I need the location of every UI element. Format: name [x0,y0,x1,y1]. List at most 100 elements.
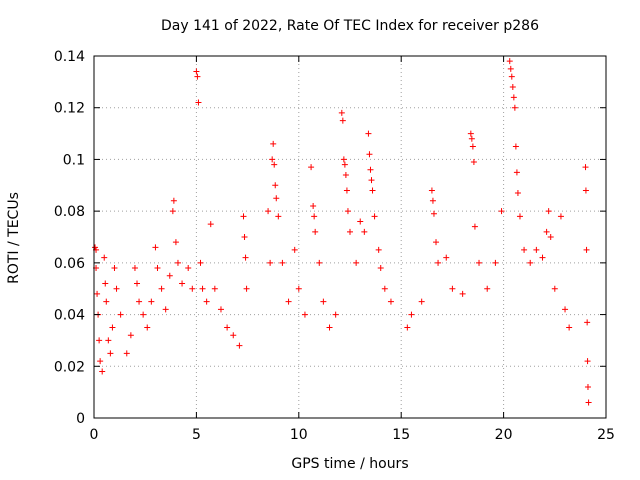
data-point [107,350,114,357]
data-point [366,151,373,158]
data-point [236,342,243,349]
data-point [170,197,177,204]
data-point [185,265,192,272]
y-tick-label: 0.04 [54,308,85,324]
data-point [271,161,278,168]
x-tick-label: 15 [392,427,410,443]
data-point [148,298,155,305]
data-point [583,246,590,253]
data-point [158,285,165,292]
data-point [101,254,108,261]
data-point [339,117,346,124]
y-tick-label: 0.1 [63,152,85,168]
data-point [105,337,112,344]
data-point [507,65,514,72]
data-point [547,234,554,240]
data-point [471,223,478,230]
data-point [551,285,558,292]
x-tick-label: 5 [192,427,201,443]
data-point [377,265,384,272]
data-point [543,228,550,235]
data-point [179,280,186,287]
data-point [365,130,372,137]
y-tick-label: 0.08 [54,204,85,220]
data-point [195,99,202,106]
y-tick-label: 0.06 [54,256,85,272]
grid-lines [94,56,606,418]
data-point [169,208,176,215]
data-point [193,68,200,75]
data-point [113,285,120,292]
data-point [291,246,298,253]
data-point [197,259,204,266]
data-point [123,350,130,357]
data-point [509,84,516,91]
data-point [295,285,302,292]
data-point [172,239,179,246]
data-point [272,182,279,189]
data-point [97,358,104,365]
data-point [562,306,569,313]
data-point [217,306,224,313]
data-point [131,265,138,272]
data-point [514,190,521,197]
data-point [230,332,237,339]
data-point [103,298,110,305]
data-point [470,159,477,166]
data-point [211,285,218,292]
data-point [506,58,513,65]
data-point [443,254,450,261]
data-point [166,272,173,279]
data-point [435,259,442,266]
data-point [375,246,382,253]
data-point [332,311,339,318]
data-point [533,246,540,253]
data-point [111,265,118,272]
data-point [207,221,214,228]
data-point [459,290,466,297]
data-point [585,399,592,406]
data-point [492,259,499,266]
data-point [433,239,440,246]
data-point [189,285,196,292]
data-point [387,298,394,305]
data-point [154,265,161,272]
data-point [584,358,591,365]
data-point [269,156,276,163]
data-point [467,130,474,137]
plot-frame [93,55,607,419]
data-point [516,213,523,220]
data-point [136,298,143,305]
y-tick-label: 0 [76,411,85,427]
data-point [557,213,564,220]
data-point [194,73,201,80]
data-point [203,298,210,305]
data-point [316,259,323,266]
data-point [273,195,280,202]
y-tick-label: 0.14 [54,49,85,65]
data-point [510,94,517,101]
data-points [92,58,592,406]
data-point [484,285,491,292]
data-point [311,213,318,220]
data-point [240,213,247,220]
data-point [468,135,475,142]
data-point [275,213,282,220]
data-point [582,164,589,171]
data-point [310,202,317,209]
data-point [584,383,591,390]
data-point [429,197,436,204]
data-point [174,259,181,266]
data-point [102,280,109,287]
y-axis-label: ROTI / TECUs [6,192,22,284]
data-point [342,171,349,178]
data-point [545,208,552,215]
data-point [428,187,435,194]
data-point [162,306,169,313]
data-point [508,73,515,80]
data-point [109,324,116,331]
x-axis-label: GPS time / hours [291,456,409,472]
data-point [404,324,411,331]
data-point [368,177,375,184]
